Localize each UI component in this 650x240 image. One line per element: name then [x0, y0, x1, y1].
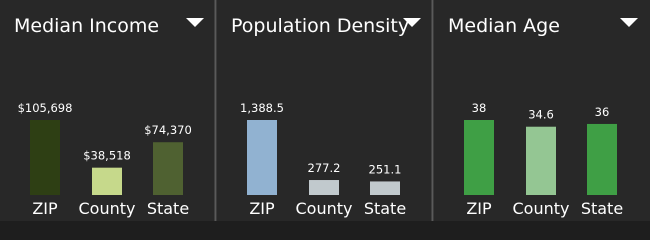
category-label: County	[79, 199, 136, 218]
category-label: State	[147, 199, 189, 218]
category-label: ZIP	[466, 199, 492, 218]
category-label: ZIP	[249, 199, 275, 218]
bar	[526, 126, 556, 195]
value-label: 36	[595, 105, 610, 119]
bar	[587, 123, 617, 195]
category-label: ZIP	[32, 199, 58, 218]
bar	[30, 120, 60, 195]
category-label: State	[364, 199, 406, 218]
category-label: State	[581, 199, 623, 218]
value-label: $74,370	[144, 123, 192, 137]
value-label: 1,388.5	[240, 101, 284, 115]
dashboard: Median Income $105,698 ZIP $38,518 County $74…	[0, 0, 650, 221]
panel-title: Population Density	[231, 15, 409, 37]
bar	[309, 180, 339, 195]
bar	[247, 120, 277, 195]
bar	[153, 142, 183, 195]
category-label: County	[513, 199, 570, 218]
value-label: 38	[472, 101, 487, 115]
bar	[92, 167, 122, 195]
panel: Median Income $105,698 ZIP $38,518 County $74…	[0, 0, 216, 221]
dropdown-arrow[interactable]	[403, 18, 421, 27]
panel-title: Median Age	[448, 15, 560, 37]
value-label: $105,698	[18, 101, 73, 115]
dropdown-arrow[interactable]	[620, 18, 638, 27]
panel: Median Age 38 ZIP 34.6 County 36 State	[434, 0, 650, 221]
value-label: 251.1	[369, 162, 402, 176]
panel: Population Density 1,388.5 ZIP 277.2 County 2…	[217, 0, 433, 221]
value-label: $38,518	[83, 149, 131, 163]
dropdown-arrow[interactable]	[186, 18, 204, 27]
category-label: County	[296, 199, 353, 218]
value-label: 277.2	[308, 161, 341, 175]
bar	[464, 120, 494, 195]
bar	[370, 181, 400, 195]
value-label: 34.6	[528, 108, 554, 122]
panel-title: Median Income	[14, 15, 159, 37]
